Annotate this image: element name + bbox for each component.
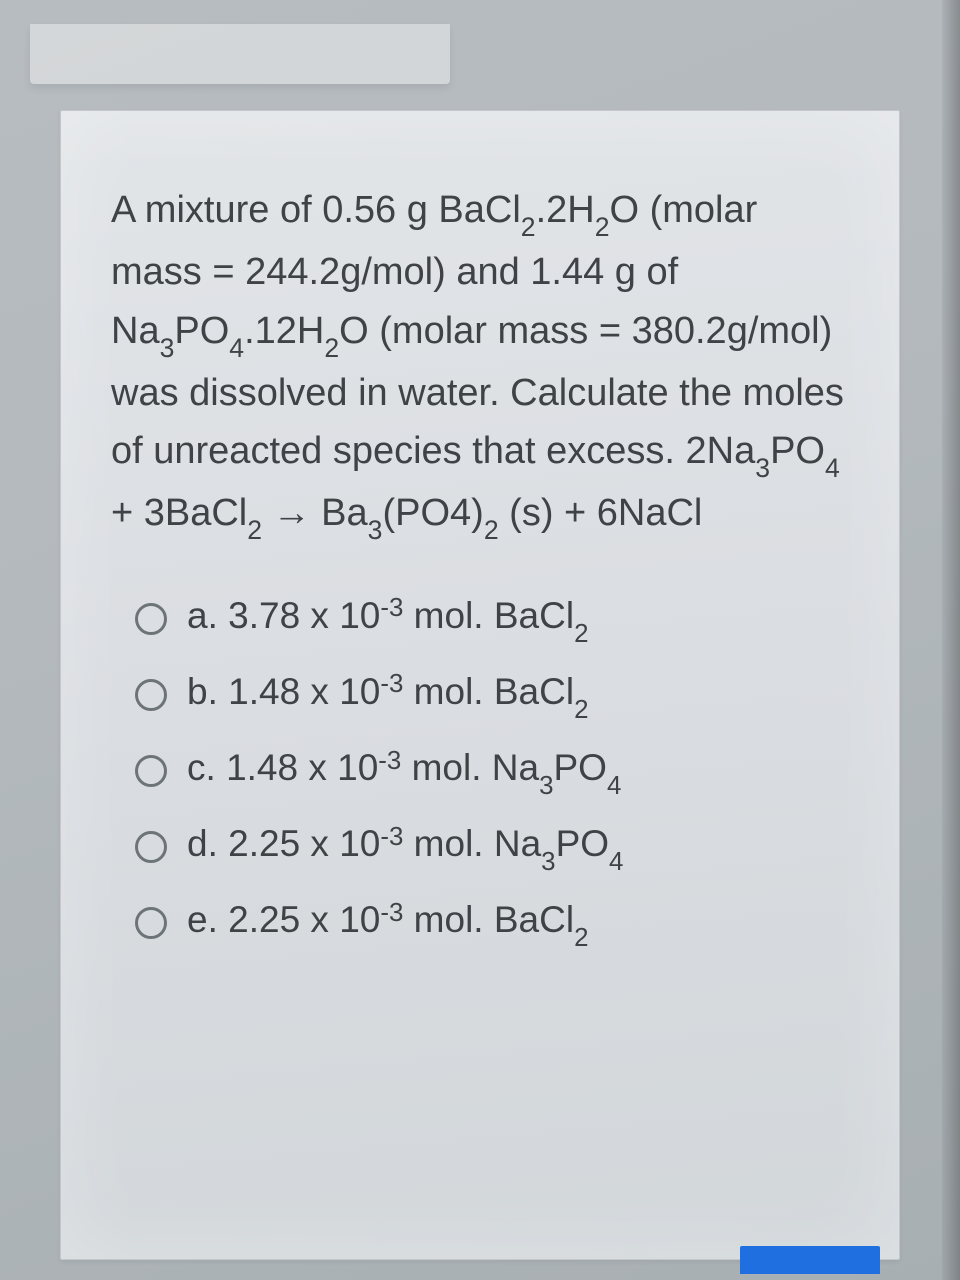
- question-stem-text: A mixture of 0.56 g BaCl2.2H2O (molar ma…: [111, 189, 844, 534]
- option-e[interactable]: e. 2.25 x 10-3 mol. BaCl2: [135, 896, 849, 950]
- option-text: e. 2.25 x 10-3 mol. BaCl2: [187, 896, 588, 950]
- option-value: 2.25 x 10-3 mol. Na3PO4: [228, 823, 623, 864]
- option-text: d. 2.25 x 10-3 mol. Na3PO4: [187, 820, 623, 874]
- option-letter: b.: [187, 671, 218, 712]
- option-text: b. 1.48 x 10-3 mol. BaCl2: [187, 668, 588, 722]
- option-letter: a.: [187, 595, 218, 636]
- option-text: c. 1.48 x 10-3 mol. Na3PO4: [187, 744, 621, 798]
- browser-tab-shadow: [30, 24, 450, 84]
- options-group: a. 3.78 x 10-3 mol. BaCl2 b. 1.48 x 10-3…: [111, 592, 849, 950]
- screen-right-edge-shadow: [942, 0, 960, 1280]
- radio-icon[interactable]: [135, 755, 167, 787]
- screen-wrapper: A mixture of 0.56 g BaCl2.2H2O (molar ma…: [0, 0, 960, 1280]
- option-value: 3.78 x 10-3 mol. BaCl2: [228, 595, 588, 636]
- option-d[interactable]: d. 2.25 x 10-3 mol. Na3PO4: [135, 820, 849, 874]
- radio-icon[interactable]: [135, 907, 167, 939]
- option-letter: c.: [187, 747, 216, 788]
- question-stem: A mixture of 0.56 g BaCl2.2H2O (molar ma…: [111, 181, 849, 546]
- radio-icon[interactable]: [135, 831, 167, 863]
- option-value: 1.48 x 10-3 mol. Na3PO4: [226, 747, 621, 788]
- next-button[interactable]: [740, 1246, 880, 1274]
- option-value: 2.25 x 10-3 mol. BaCl2: [228, 899, 588, 940]
- option-c[interactable]: c. 1.48 x 10-3 mol. Na3PO4: [135, 744, 849, 798]
- option-b[interactable]: b. 1.48 x 10-3 mol. BaCl2: [135, 668, 849, 722]
- radio-icon[interactable]: [135, 679, 167, 711]
- option-text: a. 3.78 x 10-3 mol. BaCl2: [187, 592, 588, 646]
- question-card: A mixture of 0.56 g BaCl2.2H2O (molar ma…: [60, 110, 900, 1260]
- option-letter: d.: [187, 823, 218, 864]
- option-value: 1.48 x 10-3 mol. BaCl2: [228, 671, 588, 712]
- option-letter: e.: [187, 899, 218, 940]
- option-a[interactable]: a. 3.78 x 10-3 mol. BaCl2: [135, 592, 849, 646]
- radio-icon[interactable]: [135, 603, 167, 635]
